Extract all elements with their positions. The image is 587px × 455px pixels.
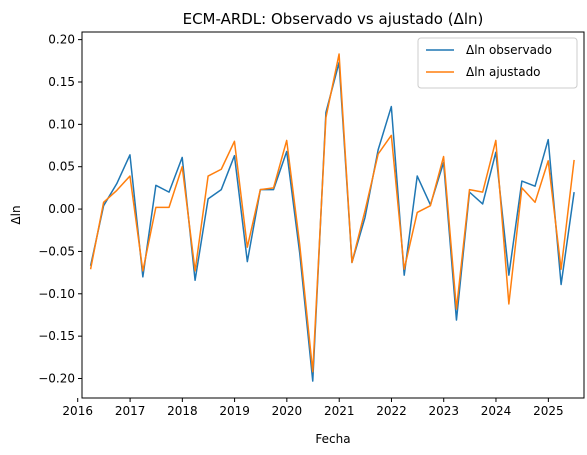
x-tick-label: 2022 xyxy=(376,404,407,418)
plot-frame xyxy=(81,31,585,399)
series-line-1 xyxy=(89,53,575,373)
y-tick-label: −0.10 xyxy=(38,287,75,301)
x-tick-label: 2019 xyxy=(219,404,250,418)
chart-title: ECM-ARDL: Observado vs ajustado (Δln) xyxy=(183,10,484,28)
x-tick-label: 2021 xyxy=(324,404,355,418)
x-tick-label: 2018 xyxy=(167,404,198,418)
y-tick-label: −0.15 xyxy=(38,329,75,343)
x-tick-label: 2020 xyxy=(272,404,303,418)
y-tick-label: 0.20 xyxy=(48,33,75,47)
y-axis: −0.20 −0.15 −0.10 −0.05 0.00 0.05 0.10 0.15 0.20 xyxy=(38,33,82,386)
x-tick-label: 2023 xyxy=(428,404,459,418)
x-tick-label: 2025 xyxy=(533,404,564,418)
y-tick-label: 0.00 xyxy=(48,202,75,216)
series-layer xyxy=(89,53,575,382)
y-tick-label: 0.15 xyxy=(48,75,75,89)
y-tick-label: −0.05 xyxy=(38,244,75,258)
y-axis-label: Δln xyxy=(9,205,23,224)
x-tick-label: 2024 xyxy=(481,404,512,418)
legend-frame xyxy=(417,37,578,89)
x-tick-label: 2017 xyxy=(115,404,146,418)
legend: Δln observado Δln ajustado xyxy=(417,37,578,89)
y-tick-label: 0.10 xyxy=(48,117,75,131)
y-tick-label: 0.05 xyxy=(48,160,75,174)
x-axis: 2016 2017 2018 2019 2020 2021 2022 2023 2024 2025 xyxy=(62,398,564,418)
legend-label-1: Δln ajustado xyxy=(466,65,541,79)
legend-label-0: Δln observado xyxy=(466,43,552,57)
y-tick-label: −0.20 xyxy=(38,372,75,386)
x-tick-label: 2016 xyxy=(62,404,93,418)
x-axis-label: Fecha xyxy=(315,432,350,446)
